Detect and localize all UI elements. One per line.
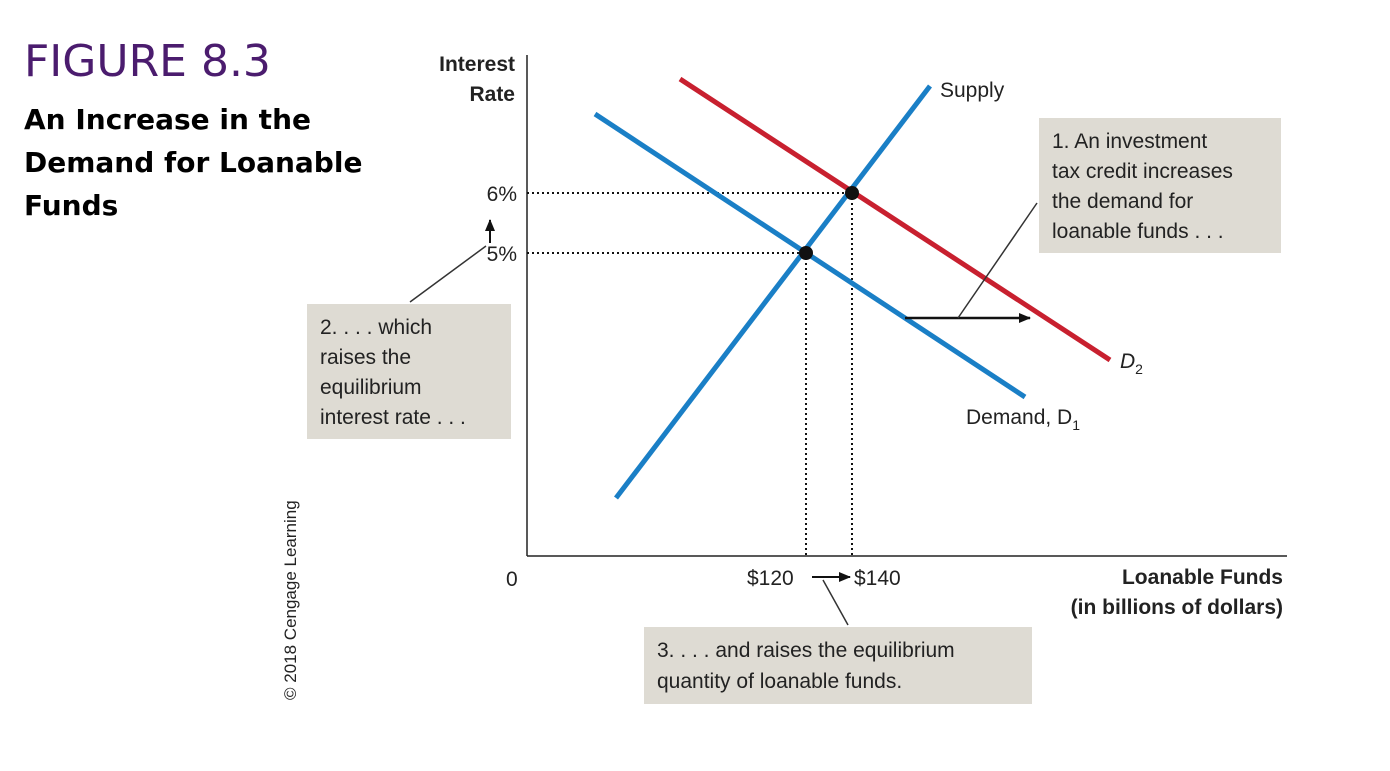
x-tick-120: $120: [747, 567, 794, 590]
annotation-1-line2: tax credit increases: [1052, 160, 1233, 183]
annotation-2-pointer: [409, 245, 487, 303]
annotation-2-line4: interest rate . . .: [320, 406, 466, 429]
figure-number: FIGURE 8.3: [24, 36, 271, 87]
annotation-3-line1: 3. . . . and raises the equilibrium: [657, 639, 955, 662]
origin-label: 0: [506, 568, 518, 591]
annotation-1-line1: 1. An investment: [1052, 130, 1207, 153]
supply-line: [614, 84, 932, 500]
annotation-2-line1: 2. . . . which: [320, 316, 432, 339]
annotation-3-pointer: [822, 579, 849, 626]
x-tick-140: $140: [854, 567, 901, 590]
equilibrium-point-2: [845, 186, 859, 200]
annotation-3-line2: quantity of loanable funds.: [657, 670, 902, 693]
equilibrium-point-1: [799, 246, 813, 260]
demand-d2-line: [678, 76, 1112, 363]
copyright-text: © 2018 Cengage Learning: [281, 500, 300, 700]
y-axis-title-line1: Interest: [439, 53, 515, 76]
supply-label: Supply: [940, 79, 1005, 102]
annotation-1-line4: loanable funds . . .: [1052, 220, 1224, 243]
annotation-box-3: [644, 627, 1032, 704]
y-tick-6pct: 6%: [487, 183, 517, 206]
annotation-box-1: [1039, 118, 1281, 253]
y-tick-5pct: 5%: [487, 243, 517, 266]
figure-title: An Increase in the Demand for Loanable F…: [24, 103, 363, 222]
annotation-2-line3: equilibrium: [320, 376, 422, 399]
annotation-1-line3: the demand for: [1052, 190, 1193, 213]
x-axis-title-line1: Loanable Funds: [1122, 566, 1283, 589]
annotation-1-pointer: [957, 202, 1038, 319]
annotation-2-line2: raises the: [320, 346, 411, 369]
annotation-box-2: [307, 304, 511, 439]
y-axis-title-line2: Rate: [469, 83, 515, 106]
x-axis-title-line2: (in billions of dollars): [1071, 596, 1283, 619]
demand-d1-label: Demand, D1: [966, 406, 1080, 433]
demand-d2-label: D2: [1120, 350, 1143, 377]
